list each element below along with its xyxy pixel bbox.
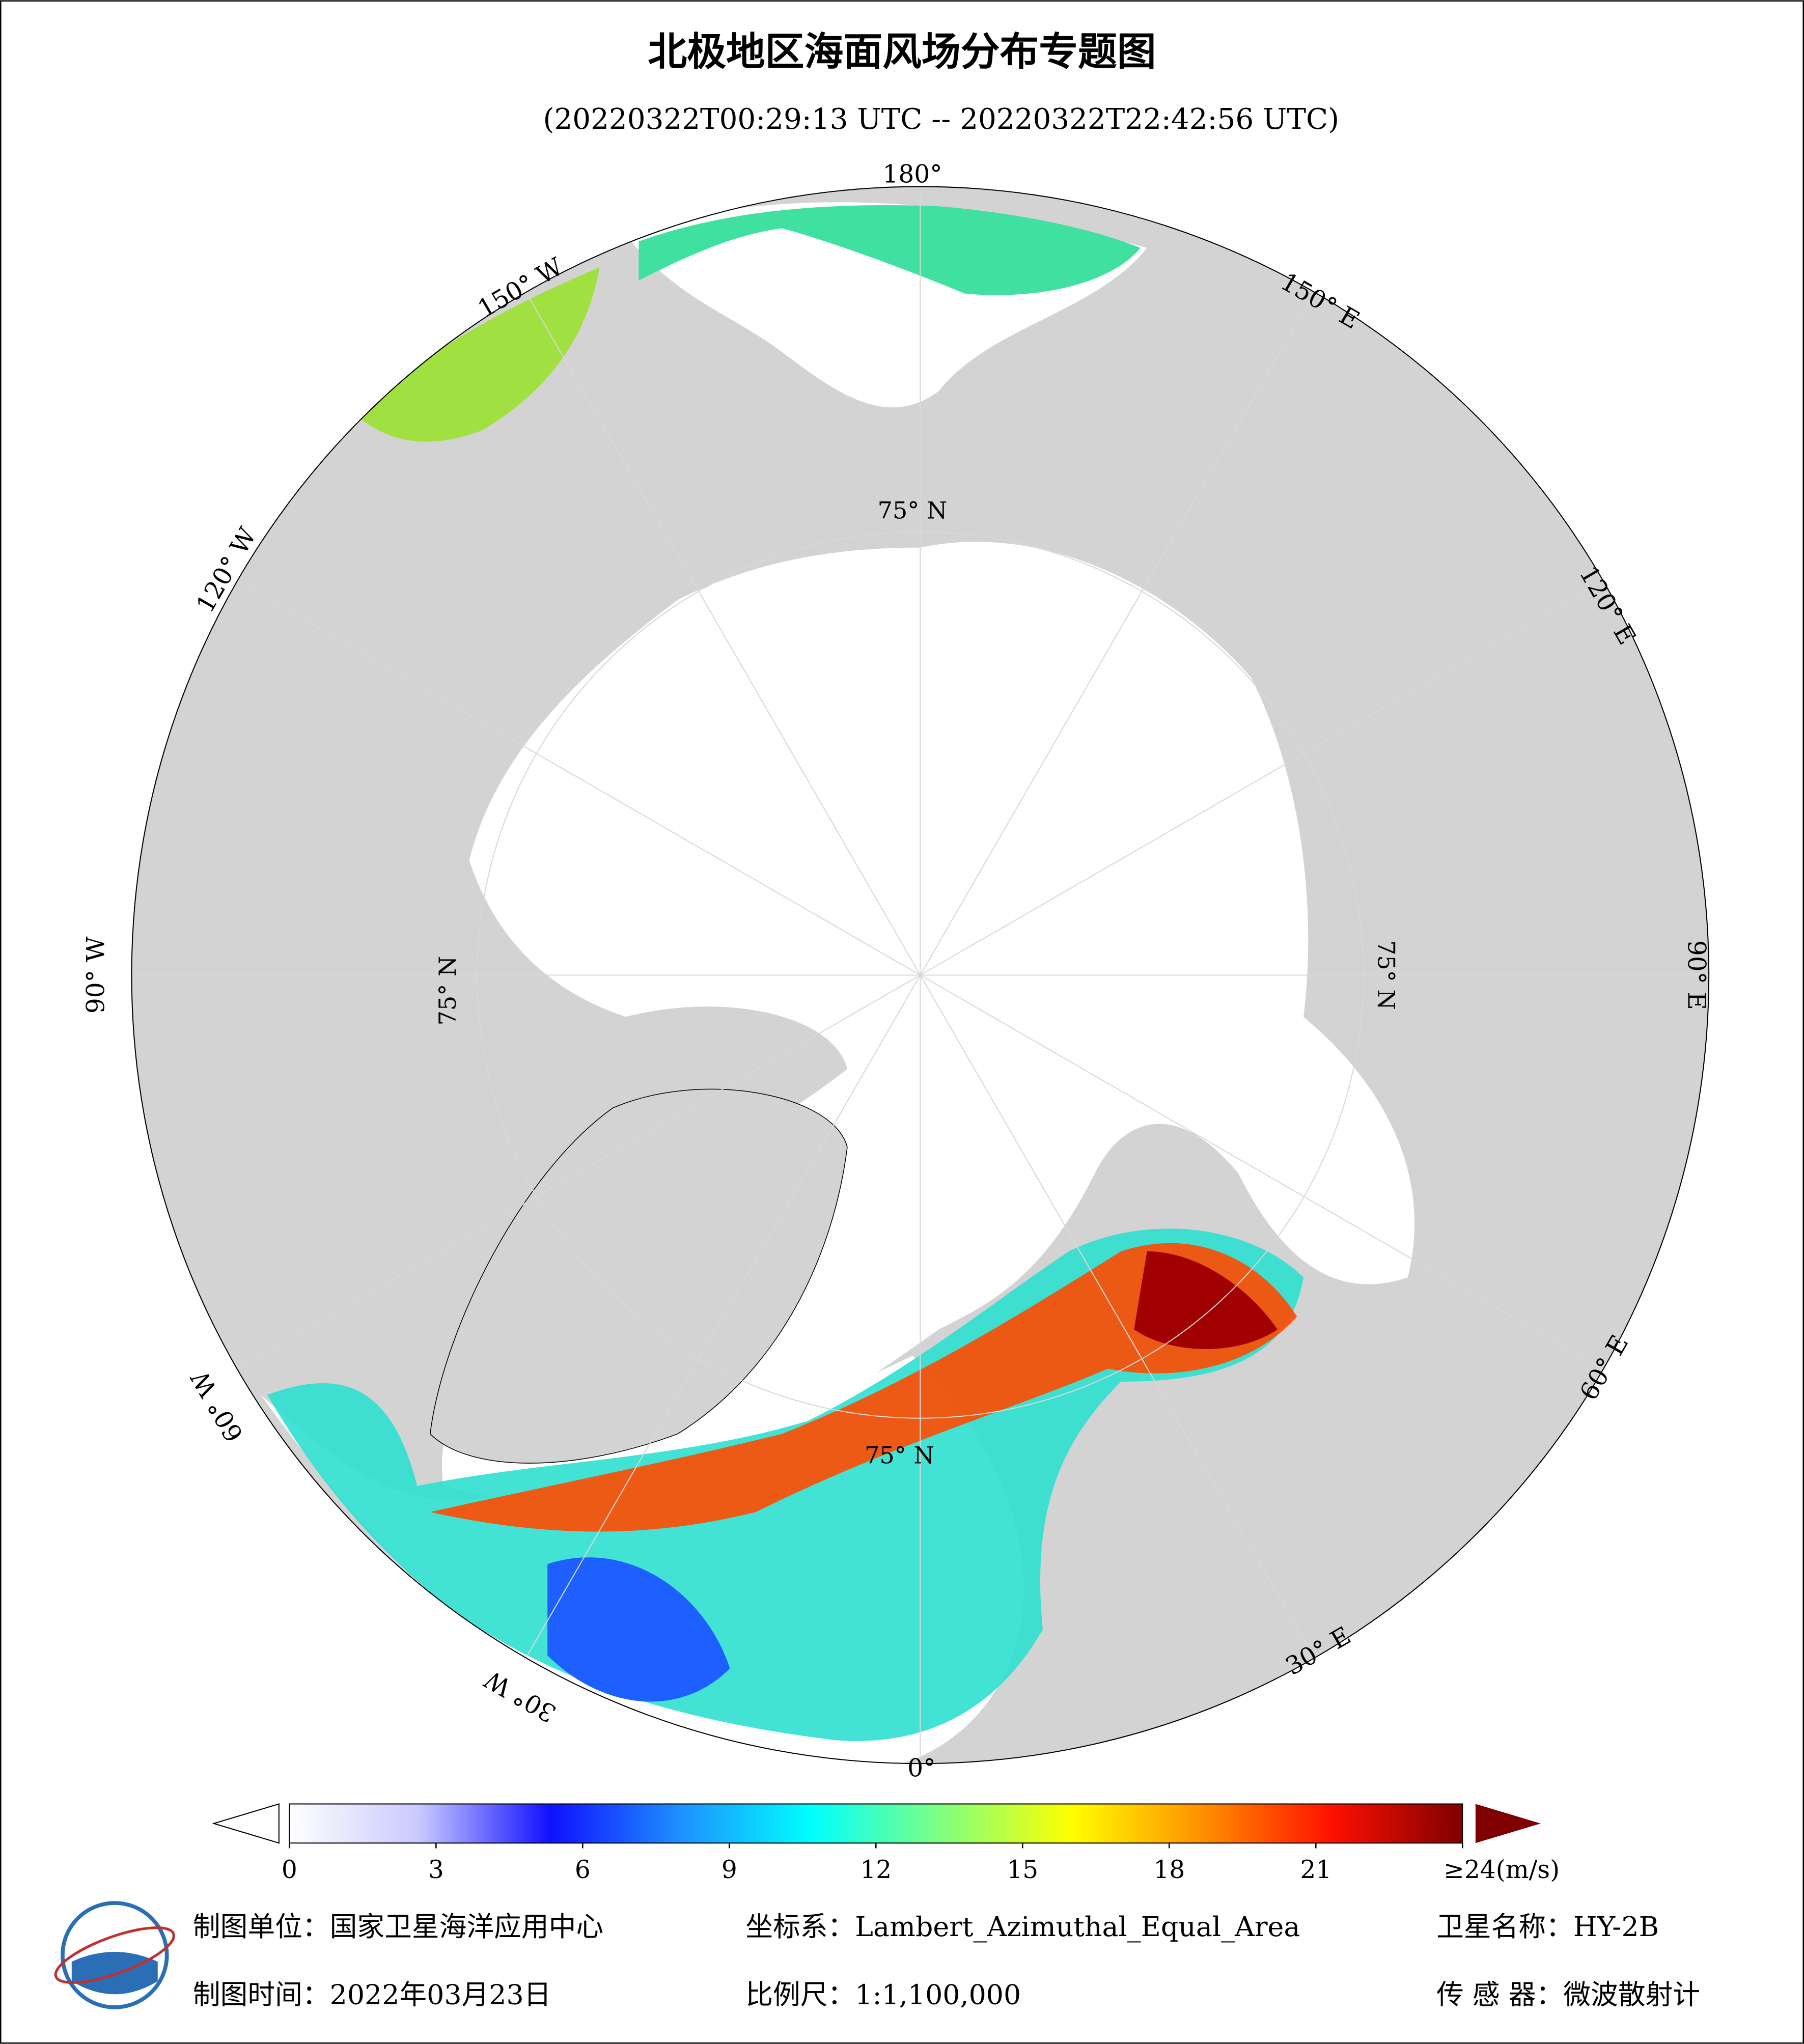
longitude-label: 180° — [882, 160, 942, 189]
subtitle: (20220322T00:29:13 UTC -- 20220322T22:42… — [543, 103, 1340, 136]
logo — [54, 1901, 175, 2009]
latitude-label: 75° N — [1373, 940, 1400, 1010]
latitude-label: 75° N — [878, 497, 948, 524]
meridian — [920, 974, 1315, 1659]
colorbar: 0 3 6 9 12 15 18 21 ≥24(m/s) — [212, 1803, 1560, 1884]
footer-date: 制图时间：2022年03月23日 — [193, 1978, 551, 2010]
meridian — [525, 974, 921, 1659]
colorbar-tick-label: ≥24(m/s) — [1444, 1856, 1560, 1884]
latitude-label: 75° N — [865, 1442, 934, 1469]
meridian — [920, 292, 1315, 975]
colorbar-tick-label: 9 — [721, 1856, 737, 1884]
footer-unit: 制图单位：国家卫星海洋应用中心 — [193, 1911, 603, 1943]
footer-satellite: 卫星名称：HY-2B — [1436, 1911, 1659, 1943]
colorbar-fill — [289, 1803, 1463, 1844]
footer-crs: 坐标系：Lambert_Azimuthal_Equal_Area — [745, 1911, 1300, 1943]
meridian — [525, 292, 921, 975]
footer-sensor: 传 感 器：微波散射计 — [1436, 1978, 1700, 2010]
colorbar-over — [1475, 1804, 1541, 1843]
colorbar-tick-label: 0 — [282, 1856, 297, 1884]
longitude-label: 90° E — [1682, 940, 1710, 1010]
colorbar-tick-label: 12 — [860, 1856, 892, 1884]
footer-scale: 比例尺：1:1,100,000 — [745, 1978, 1021, 2010]
wind-swath-pacific — [639, 205, 1141, 295]
meridian — [920, 974, 1604, 1370]
wind-swath-high — [430, 1243, 1297, 1532]
map-border — [131, 186, 1710, 1765]
wind-swath-peak — [1134, 1251, 1278, 1350]
title: 北极地区海面风场分布专题图 — [648, 29, 1156, 75]
greenland — [429, 1088, 848, 1464]
latitude-label: 75° N — [434, 956, 461, 1026]
colorbar-tick-label: 18 — [1153, 1856, 1185, 1884]
longitude-label: 90° W — [81, 937, 110, 1014]
meridian — [237, 974, 921, 1370]
colorbar-tick-label: 15 — [1007, 1856, 1038, 1884]
wind-swath-low — [547, 1557, 730, 1702]
meridian — [920, 580, 1604, 976]
longitude-label: 0° — [907, 1754, 935, 1782]
colorbar-under — [212, 1803, 280, 1844]
graticule — [131, 186, 1709, 1764]
colorbar-tick-label: 21 — [1300, 1856, 1331, 1884]
colorbar-tick-label: 6 — [575, 1856, 591, 1884]
colorbar-tick-label: 3 — [428, 1856, 444, 1884]
wind-swath-alaska — [358, 267, 600, 442]
meridian — [237, 580, 921, 976]
